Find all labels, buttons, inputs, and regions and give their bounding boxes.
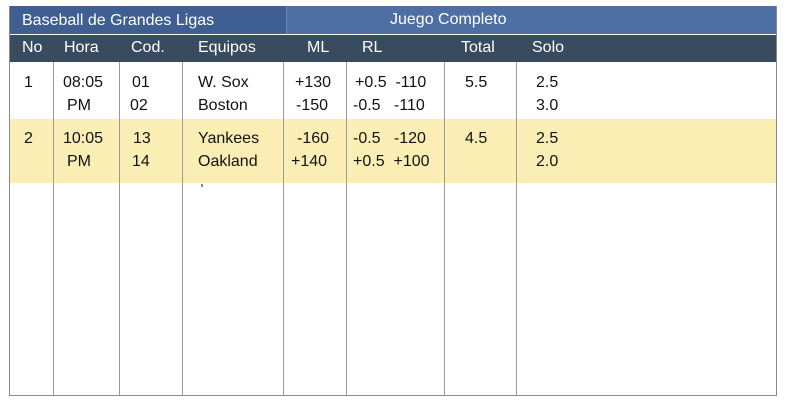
team2-name: Oakland (198, 153, 258, 170)
team1-code: 01 (132, 74, 150, 91)
team2-code: 14 (132, 153, 150, 170)
league-title: Baseball de Grandes Ligas (22, 12, 215, 29)
header-total: Total (461, 39, 495, 56)
team2-solo: 2.0 (536, 153, 559, 170)
header-cod: Cod. (131, 39, 165, 56)
game-total: 5.5 (465, 74, 488, 91)
team1-solo: 2.5 (536, 130, 559, 147)
header-hora: Hora (64, 39, 99, 56)
column-divider (516, 62, 517, 395)
header-equipos: Equipos (198, 39, 256, 56)
column-divider (283, 62, 284, 395)
team2-moneyline: +140 (291, 153, 328, 170)
game-time: 08:05 (63, 74, 104, 91)
game-total: 4.5 (465, 130, 488, 147)
section-title: Juego Completo (390, 11, 507, 28)
team1-solo: 2.5 (536, 74, 559, 91)
column-divider (119, 62, 120, 395)
team1-runline: -0.5 -120 (353, 130, 426, 147)
column-divider (444, 62, 445, 395)
team1-runline: +0.5 -110 (355, 74, 427, 91)
header-rl: RL (362, 39, 383, 56)
header-ml: ML (307, 39, 330, 56)
header-solo: Solo (532, 39, 565, 56)
team2-code: 02 (130, 97, 148, 114)
odds-board: Baseball de Grandes Ligas Juego Completo… (9, 6, 777, 396)
team1-name: W. Sox (198, 74, 249, 91)
title-left-panel: Baseball de Grandes Ligas (10, 6, 287, 34)
table-row: 1 08:05 PM 01 02 W. Sox Boston +130 -150… (10, 66, 776, 116)
team2-name: Boston (198, 97, 248, 114)
team1-code: 13 (133, 130, 151, 147)
column-divider (182, 62, 183, 395)
game-time: 10:05 (63, 130, 104, 147)
column-divider (346, 62, 347, 395)
team1-moneyline: -160 (297, 130, 330, 147)
title-bar: Baseball de Grandes Ligas Juego Completo (10, 6, 776, 34)
game-no: 2 (24, 130, 33, 147)
team2-runline: +0.5 +100 (353, 153, 430, 170)
game-time-ampm: PM (67, 97, 91, 114)
header-no: No (22, 39, 43, 56)
table-row: 2 10:05 PM 13 14 Yankees Oakland -160 +1… (10, 119, 776, 183)
table-header: No Hora Cod. Equipos ML RL Total Solo (10, 35, 776, 62)
game-no: 1 (24, 74, 33, 91)
team2-moneyline: -150 (296, 97, 329, 114)
stray-mark (201, 184, 203, 187)
column-divider (53, 62, 54, 395)
team1-name: Yankees (198, 130, 260, 147)
team2-solo: 3.0 (536, 97, 559, 114)
game-time-ampm: PM (67, 153, 91, 170)
team1-moneyline: +130 (295, 74, 332, 91)
team2-runline: -0.5 -110 (353, 97, 425, 114)
